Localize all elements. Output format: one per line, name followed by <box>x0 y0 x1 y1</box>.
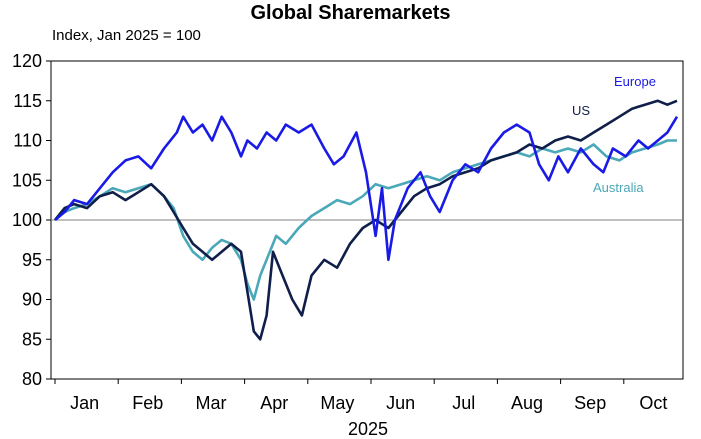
x-tick-label: Jul <box>452 393 475 413</box>
y-tick-label: 115 <box>13 91 42 111</box>
y-tick-label: 120 <box>12 51 42 71</box>
y-tick-label: 110 <box>13 131 42 151</box>
y-tick-label: 105 <box>12 170 42 190</box>
y-tick-label: 90 <box>22 290 42 310</box>
x-tick-label: Mar <box>196 393 227 413</box>
x-axis-label: 2025 <box>348 419 388 439</box>
x-tick-label: May <box>320 393 354 413</box>
series-line-europe <box>54 115 679 262</box>
y-tick-label: 85 <box>22 329 42 349</box>
x-tick-label: Jan <box>70 393 99 413</box>
x-tick-label: Aug <box>511 393 543 413</box>
x-tick-label: Apr <box>260 393 288 413</box>
y-tick-label: 100 <box>12 210 42 230</box>
chart-title: Global Sharemarkets <box>250 2 451 24</box>
x-tick-label: Feb <box>132 393 163 413</box>
y-tick-label: 80 <box>22 369 42 389</box>
x-tick-label: Sep <box>574 393 606 413</box>
x-tick-label: Jun <box>386 393 415 413</box>
x-tick-label: Oct <box>639 393 667 413</box>
y-tick-label: 95 <box>22 250 42 270</box>
series-label-us: US <box>572 103 590 118</box>
series-line-us <box>53 99 678 341</box>
series-label-australia: Australia <box>593 180 644 195</box>
series-label-europe: Europe <box>614 74 656 89</box>
chart-subtitle: Index, Jan 2025 = 100 <box>52 27 201 44</box>
